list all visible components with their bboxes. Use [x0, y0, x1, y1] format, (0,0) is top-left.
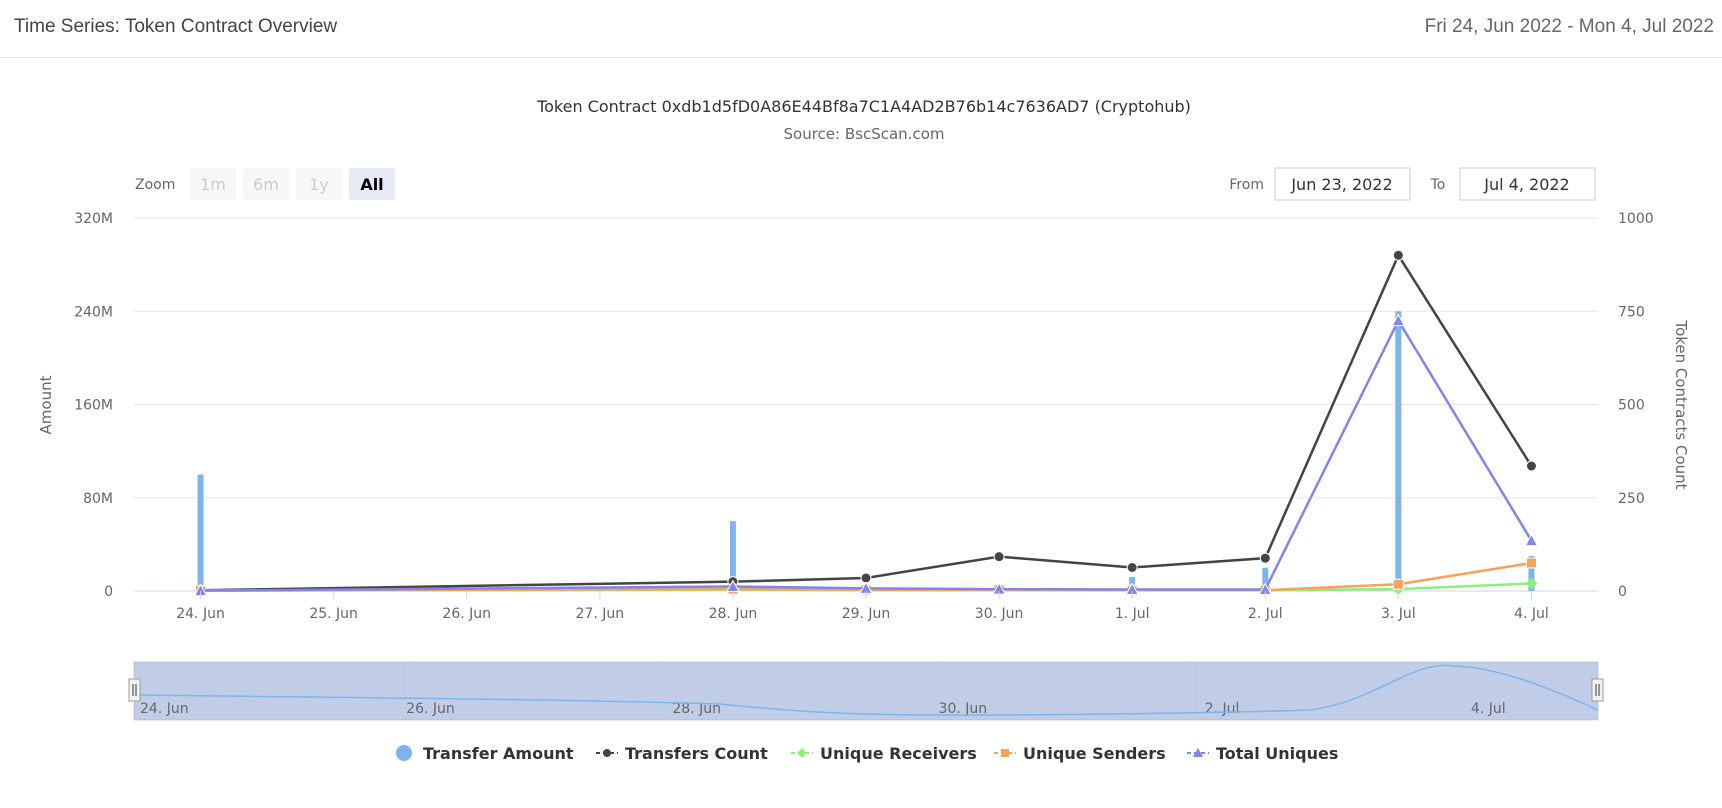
legend-label: Total Uniques — [1216, 744, 1338, 763]
navigator-date-label: 28. Jun — [672, 701, 721, 717]
page-header: Time Series: Token Contract Overview Fri… — [0, 0, 1722, 58]
total-uniques-line — [200, 317, 1533, 592]
x-axis-tick-label: 25. Jun — [309, 606, 358, 622]
navigator[interactable]: 24. Jun 26. Jun 28. Jun 30. Jun 2. Jul 4. Jul — [128, 661, 1604, 721]
legend-symbol — [1193, 748, 1203, 757]
x-axis-tick-label: 26. Jun — [442, 606, 491, 622]
navigator-date-label: 26. Jun — [406, 701, 455, 717]
to-label: To — [1430, 177, 1446, 193]
navigator-handle-right[interactable] — [1591, 678, 1604, 702]
x-axis-tick-label: 28. Jun — [709, 606, 758, 622]
zoom-button-6m-label: 6m — [253, 175, 279, 194]
y-axis-right-title: Token Contracts Count — [1672, 319, 1690, 489]
navigator-date-label: 30. Jun — [939, 701, 988, 717]
navigator-series — [133, 664, 1599, 716]
zoom-button-all[interactable]: All — [349, 168, 395, 200]
zoom-label: Zoom — [135, 177, 175, 193]
legend-item-unique-senders[interactable]: Unique Senders — [994, 744, 1166, 763]
x-axis-tick-label: 24. Jun — [176, 606, 225, 622]
legend-item-unique-receivers[interactable]: Unique Receivers — [791, 744, 977, 763]
zoom-button-1m-label: 1m — [200, 175, 226, 194]
transfers-count-point — [1259, 552, 1271, 564]
transfers-count-point — [1126, 562, 1138, 574]
y-axis-right-tick-label: 0 — [1618, 584, 1627, 600]
legend-item-total-uniques[interactable]: Total Uniques — [1187, 744, 1338, 763]
navigator-date-label: 24. Jun — [140, 701, 189, 717]
y-axis-right-tick-label: 1000 — [1618, 211, 1654, 227]
to-date-input[interactable]: Jul 4, 2022 — [1459, 167, 1596, 201]
x-axis-tick-label: 1. Jul — [1115, 606, 1150, 622]
x-axis-tick-label: 4. Jul — [1514, 606, 1549, 622]
y-axis-right-tick-label: 500 — [1618, 398, 1645, 414]
unique-senders-point — [1525, 557, 1537, 569]
y-axis-right-tick-label: 250 — [1618, 491, 1645, 507]
x-axis-tick-label: 29. Jun — [842, 606, 891, 622]
y-axis-left-tick-label: 240M — [74, 304, 113, 320]
legend-item-transfer-amount[interactable]: Transfer Amount — [396, 744, 574, 763]
transfers-count-point — [1392, 249, 1404, 261]
transfer-amount-bar — [197, 474, 204, 591]
legend-label: Unique Senders — [1023, 744, 1166, 763]
zoom-button-all-label: All — [360, 175, 383, 194]
chart-subtitle: Source: BscScan.com — [784, 125, 945, 143]
navigator-selection[interactable] — [134, 662, 1598, 720]
legend-symbol — [797, 748, 807, 758]
x-axis-tick-label: 3. Jul — [1381, 606, 1416, 622]
total-uniques-point — [1524, 533, 1539, 547]
legend-label: Transfers Count — [625, 744, 768, 763]
unique-receivers-point — [1525, 577, 1538, 590]
transfer-amount-bar — [1395, 311, 1402, 591]
transfers-count-point — [1525, 460, 1537, 472]
from-date-input[interactable]: Jun 23, 2022 — [1274, 167, 1411, 201]
transfer-amount-bar — [1262, 567, 1269, 591]
navigator-handle-left[interactable] — [128, 678, 141, 702]
navigator-date-label: 2. Jul — [1205, 701, 1240, 717]
unique-senders-point — [1392, 578, 1404, 590]
date-range-label: Fri 24, Jun 2022 - Mon 4, Jul 2022 — [1424, 16, 1714, 37]
y-axis-left-tick-label: 80M — [83, 491, 113, 507]
zoom-button-1m[interactable]: 1m — [190, 168, 236, 200]
legend-label: Transfer Amount — [423, 744, 574, 763]
zoom-button-1y-label: 1y — [309, 175, 329, 194]
y-axis-left-tick-label: 160M — [74, 398, 113, 414]
navigator-date-label: 4. Jul — [1471, 701, 1506, 717]
zoom-button-6m[interactable]: 6m — [243, 168, 289, 200]
total-uniques-point — [1391, 313, 1406, 327]
transfer-amount-bar — [729, 521, 736, 591]
transfer-amount-bar — [1528, 556, 1535, 591]
chart-title: Token Contract 0xdb1d5fD0A86E44Bf8a7C1A4… — [536, 97, 1191, 116]
transfers-count-line — [200, 252, 1533, 592]
legend-symbol — [396, 745, 412, 761]
from-date-value: Jun 23, 2022 — [1290, 175, 1392, 194]
legend-symbol — [603, 749, 611, 757]
to-date-value: Jul 4, 2022 — [1483, 175, 1569, 194]
y-axis-left-title: Amount — [37, 375, 55, 434]
page-title: Time Series: Token Contract Overview — [14, 16, 338, 37]
y-axis-left-tick-label: 320M — [74, 211, 113, 227]
legend-item-transfers-count[interactable]: Transfers Count — [596, 744, 768, 763]
zoom-button-1y[interactable]: 1y — [296, 168, 342, 200]
from-label: From — [1229, 177, 1264, 193]
x-axis-tick-label: 2. Jul — [1248, 606, 1283, 622]
y-axis-left-tick-label: 0 — [104, 584, 113, 600]
x-axis-tick-label: 27. Jun — [576, 606, 625, 622]
y-axis-right-tick-label: 750 — [1618, 304, 1645, 320]
legend-symbol — [1001, 749, 1009, 757]
x-axis-tick-label: 30. Jun — [975, 606, 1024, 622]
legend-label: Unique Receivers — [820, 744, 977, 763]
transfers-count-point — [993, 551, 1005, 563]
